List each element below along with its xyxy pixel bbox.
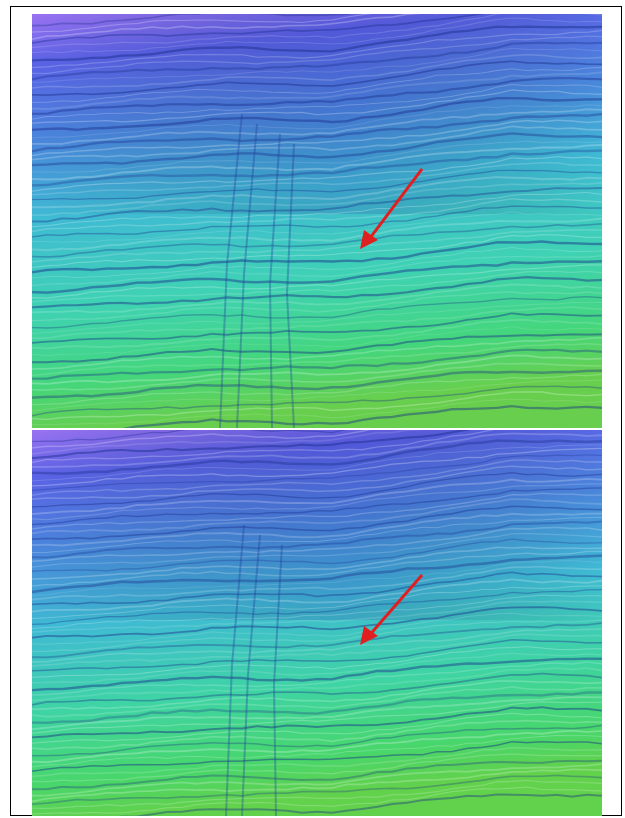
red-arrow [360,168,424,249]
seismic-image-top [32,14,602,428]
reflector-layers [32,430,602,816]
red-arrow [360,574,424,645]
seismic-image-bottom [32,430,602,816]
reflector-layers [32,14,602,428]
seismic-section-top [32,14,602,428]
seismic-section-bottom [32,430,602,816]
fault-zone [225,524,283,816]
fault-zone [219,113,295,428]
